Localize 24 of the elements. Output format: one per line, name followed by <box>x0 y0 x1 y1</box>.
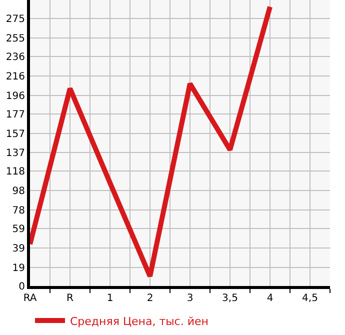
x-tick-label: 2 <box>146 293 154 304</box>
x-tick-label: 3,5 <box>222 293 238 304</box>
y-tick-label: 19 <box>12 263 25 274</box>
y-tick-label: 275 <box>6 14 25 25</box>
y-tick-label: 98 <box>12 186 25 198</box>
y-tick-label: 157 <box>6 128 25 140</box>
y-tick-label: 236 <box>6 52 25 63</box>
x-tick-label: 4,5 <box>302 293 318 304</box>
y-tick-label: 39 <box>12 244 25 255</box>
y-tick-label: 137 <box>6 148 25 160</box>
y-tick-label: 177 <box>6 109 25 120</box>
y-tick-label: 118 <box>6 166 25 178</box>
y-tick-label: 59 <box>12 224 25 236</box>
x-tick-label: RA <box>23 293 37 304</box>
y-tick-label: 0 <box>18 282 25 292</box>
y-tick-label: 255 <box>6 33 25 44</box>
x-tick-label: 1 <box>106 293 114 304</box>
y-tick-label: 78 <box>12 206 25 217</box>
x-tick-label: 4 <box>266 293 274 304</box>
legend-label: Средняя Цена, тыс. йен <box>70 314 208 328</box>
x-tick-label: R <box>66 293 74 304</box>
y-tick-label: 216 <box>6 71 25 82</box>
y-tick-label: 196 <box>6 90 25 102</box>
x-tick-label: 3 <box>186 293 194 304</box>
